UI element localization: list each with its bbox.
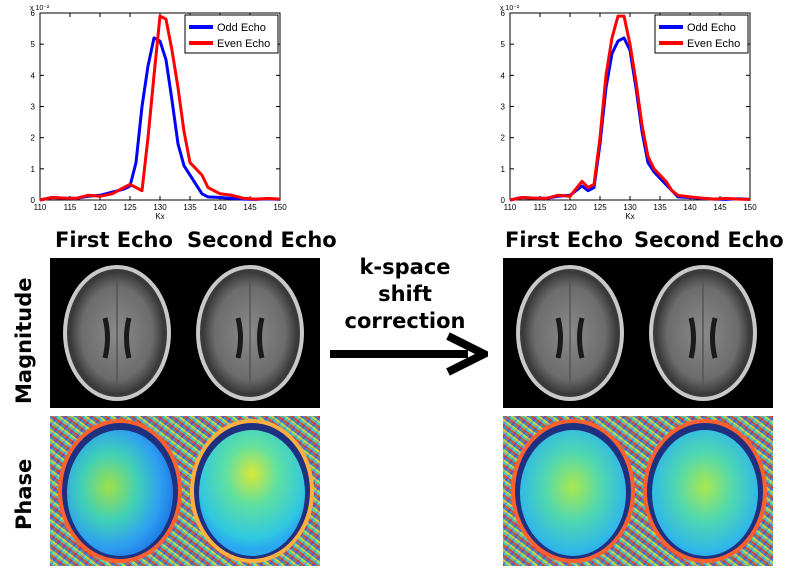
brain-magnitude-before xyxy=(63,265,304,401)
right-chart-series-even-line xyxy=(509,14,751,202)
right-chart-legend xyxy=(654,14,749,54)
right-chart-y-tick-label: 0 xyxy=(501,196,506,205)
left-chart-y-tick-label: 5 xyxy=(31,40,36,49)
phase-images-before xyxy=(50,416,320,566)
left-chart-y-exponent-label: x 10⁻² xyxy=(30,5,50,12)
right-chart-x-axis-label: Kx xyxy=(625,212,634,221)
brain-phase-before xyxy=(58,419,314,563)
left-chart-x-tick-label: 130 xyxy=(153,203,167,212)
right-chart-x-tick-label: 140 xyxy=(683,203,697,212)
right-chart-x-tick-label: 110 xyxy=(504,203,517,212)
left-chart-x-tick-label: 120 xyxy=(93,203,107,212)
left-chart-x-tick-label: 115 xyxy=(64,203,77,212)
left-chart-legend-label: Odd Echo xyxy=(217,22,266,34)
right-chart-x-tick-label: 120 xyxy=(563,203,577,212)
right-chart-x-tick-label: 130 xyxy=(623,203,637,212)
right-second-echo-label: Second Echo xyxy=(634,228,784,252)
right-chart-y-exponent-label: x 10⁻² xyxy=(500,5,520,12)
right-chart-x-tick-label: 150 xyxy=(743,203,757,212)
right-chart-y-tick-label: 5 xyxy=(501,40,506,49)
left-chart-x-tick-label: 140 xyxy=(213,203,227,212)
right-chart-x-tick-label: 135 xyxy=(653,203,667,212)
left-chart-y-tick-label: 6 xyxy=(31,9,36,18)
left-chart-y-tick-label: 2 xyxy=(31,134,36,143)
right-chart-x-tick-label: 115 xyxy=(534,203,547,212)
left-chart-legend-label: Even Echo xyxy=(217,38,270,50)
right-chart-y-tick-label: 3 xyxy=(501,103,506,112)
correction-line-1: k-space xyxy=(359,255,451,279)
left-chart-series-even-line xyxy=(39,14,281,202)
left-second-echo-label: Second Echo xyxy=(187,228,337,252)
left-chart-x-tick-label: 145 xyxy=(243,203,257,212)
right-chart-y-tick-label: 6 xyxy=(501,9,506,18)
right-first-echo-label: First Echo xyxy=(505,228,623,252)
left-chart-x-tick-label: 125 xyxy=(123,203,137,212)
correction-line-2: shift xyxy=(378,282,432,306)
right-chart-y-tick-label: 2 xyxy=(501,134,506,143)
right-chart-y-tick-label: 4 xyxy=(501,71,506,80)
magnitude-images-before xyxy=(50,258,320,408)
phase-label: Phase xyxy=(12,458,36,530)
left-chart-y-tick-label: 1 xyxy=(31,165,36,174)
correction-line-3: correction xyxy=(344,309,466,333)
right-chart-x-tick-label: 125 xyxy=(593,203,607,212)
brain-phase-after xyxy=(511,419,767,563)
left-chart-x-tick-label: 110 xyxy=(34,203,47,212)
right-chart-legend-label: Odd Echo xyxy=(687,22,736,34)
right-chart-y-tick-label: 1 xyxy=(501,165,506,174)
left-chart-legend xyxy=(184,14,279,54)
left-chart-x-tick-label: 135 xyxy=(183,203,197,212)
magnitude-images-after xyxy=(503,258,773,408)
chart-left: 0 1 2 3 4 5 6 110 115 120 125 130 135 140 145 150 x 10⁻²… xyxy=(30,5,287,221)
right-chart-legend-label: Even Echo xyxy=(687,38,740,50)
brain-magnitude-after xyxy=(516,265,757,401)
left-chart-x-axis-label: Kx xyxy=(155,212,164,221)
left-chart-y-tick-label: 0 xyxy=(31,196,36,205)
right-chart-x-tick-label: 145 xyxy=(713,203,727,212)
right-arrow-icon xyxy=(330,332,488,376)
chart-right: 0 1 2 3 4 5 6 110 115 120 125 130 135 140 145 150 x 10⁻²… xyxy=(500,5,757,221)
magnitude-label: Magnitude xyxy=(12,277,36,404)
phase-images-after xyxy=(503,416,773,566)
left-chart-y-tick-label: 4 xyxy=(31,71,36,80)
left-first-echo-label: First Echo xyxy=(55,228,173,252)
correction-caption: k-space shift correction xyxy=(330,254,480,335)
left-chart-x-tick-label: 150 xyxy=(273,203,287,212)
left-chart-y-tick-label: 3 xyxy=(31,103,36,112)
